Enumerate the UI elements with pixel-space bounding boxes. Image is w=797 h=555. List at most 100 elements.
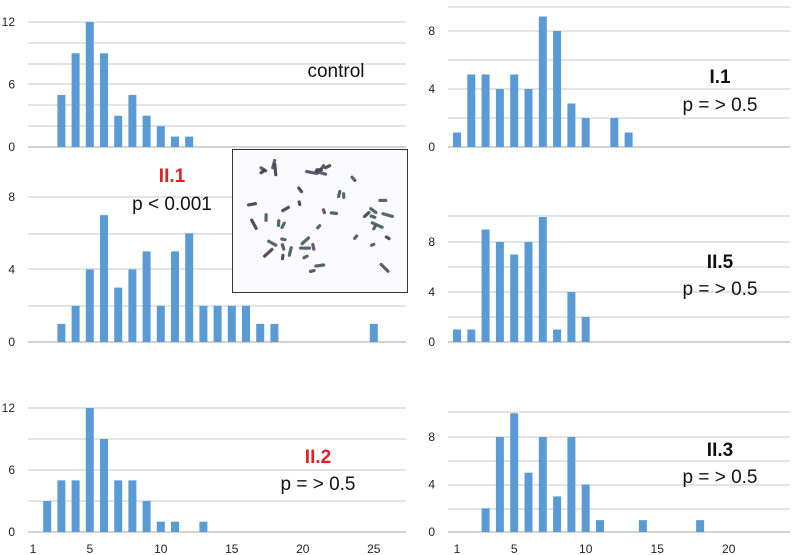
bar [524, 472, 533, 532]
chromosome-shape [280, 243, 286, 251]
chromosome-shape [302, 254, 309, 260]
chromosome-shape [280, 253, 285, 261]
bar [567, 292, 576, 342]
bar [114, 480, 123, 532]
bar [481, 508, 490, 532]
y-tick-label: 4 [428, 285, 435, 299]
x-tick-label: 20 [296, 542, 310, 555]
chromosome-shape [369, 214, 377, 219]
bar [85, 408, 94, 532]
chromosome-shape [350, 175, 357, 183]
chromosome-shape [276, 219, 281, 228]
bar [128, 269, 137, 342]
y-tick-label: 4 [428, 82, 435, 96]
chromosome-shape [323, 164, 332, 170]
bar [567, 437, 576, 532]
bar [453, 132, 461, 147]
y-tick-label: 8 [428, 24, 435, 38]
bar [142, 115, 151, 147]
bar [553, 496, 562, 532]
bar [481, 74, 490, 147]
bar [57, 94, 66, 147]
y-tick-label: 0 [428, 525, 435, 539]
bar [467, 74, 476, 147]
bar [156, 521, 165, 532]
chromosome-shape [271, 158, 277, 170]
x-tick-label: 15 [225, 542, 239, 555]
y-tick-label: 0 [428, 335, 435, 349]
y-tick-label: 12 [2, 15, 16, 29]
bar [57, 480, 66, 532]
chromosome-shape [384, 235, 391, 241]
p-value-label: p = > 0.5 [682, 467, 757, 488]
bar [510, 74, 519, 147]
y-tick-label: 0 [8, 525, 15, 539]
bar [227, 305, 236, 342]
chromosome-shape [297, 186, 304, 194]
bar [156, 305, 165, 342]
bar [510, 413, 519, 532]
y-tick-label: 8 [8, 190, 15, 204]
bar [100, 439, 108, 532]
bar [495, 89, 504, 147]
bar [538, 437, 547, 532]
chromosome-shape [318, 164, 326, 172]
y-tick-label: 0 [8, 140, 15, 154]
bar [171, 136, 179, 147]
chromosome-shape [250, 218, 258, 230]
chromosome-shape [311, 242, 316, 251]
chromosome-shape [370, 242, 376, 247]
chart-panel-I-1: 0 4 8 I.1 p = > 0.5 [428, 6, 790, 154]
y-tick-label: 6 [8, 463, 15, 477]
bar [199, 521, 208, 532]
y-tick-label: 6 [8, 78, 15, 92]
chart-panel-control: 0 6 12 control [2, 15, 406, 154]
bar [467, 329, 476, 342]
chromosome-shape [378, 198, 388, 203]
bar [156, 126, 165, 147]
bar [57, 323, 66, 342]
chromosome-shape [300, 236, 311, 246]
bar [553, 31, 562, 147]
bar [128, 480, 137, 532]
p-value-label: p = > 0.5 [280, 474, 355, 495]
chart-panel-II-5: 0 4 8 II.5 p = > 0.5 [428, 215, 790, 349]
bar [270, 323, 279, 342]
bar [85, 269, 94, 342]
chromosome-shape [362, 210, 371, 219]
bar [142, 251, 151, 342]
chromosome-shape [316, 224, 322, 230]
panel-label: II.1 [159, 166, 186, 187]
bar [369, 323, 378, 342]
x-tick-label: 10 [154, 542, 168, 555]
x-tick-label: 20 [722, 542, 736, 555]
bar [696, 520, 705, 532]
bar [242, 305, 250, 342]
x-tick-label: 10 [579, 542, 593, 555]
chromosome-shape [321, 208, 326, 215]
bar [199, 305, 208, 342]
chromosome-spread-photo [232, 149, 408, 293]
bar [596, 520, 604, 532]
bar [171, 251, 179, 342]
chromosome-shape [372, 224, 377, 231]
chromosome-shape [267, 239, 278, 247]
chromosome-shape [314, 263, 326, 268]
chromosome-shape [308, 268, 316, 274]
bar [43, 501, 52, 532]
bar [71, 305, 80, 342]
panel-label: II.2 [305, 447, 331, 468]
bar [100, 215, 108, 342]
chromosome-shape [381, 212, 394, 219]
p-value-label: p = > 0.5 [682, 95, 757, 116]
chromosome-shape [336, 189, 342, 199]
bar [524, 242, 533, 342]
chromosome-shape [299, 246, 312, 250]
bar [453, 329, 461, 342]
bar [185, 136, 194, 147]
x-tick-label: 1 [30, 542, 37, 555]
bar [553, 329, 562, 342]
